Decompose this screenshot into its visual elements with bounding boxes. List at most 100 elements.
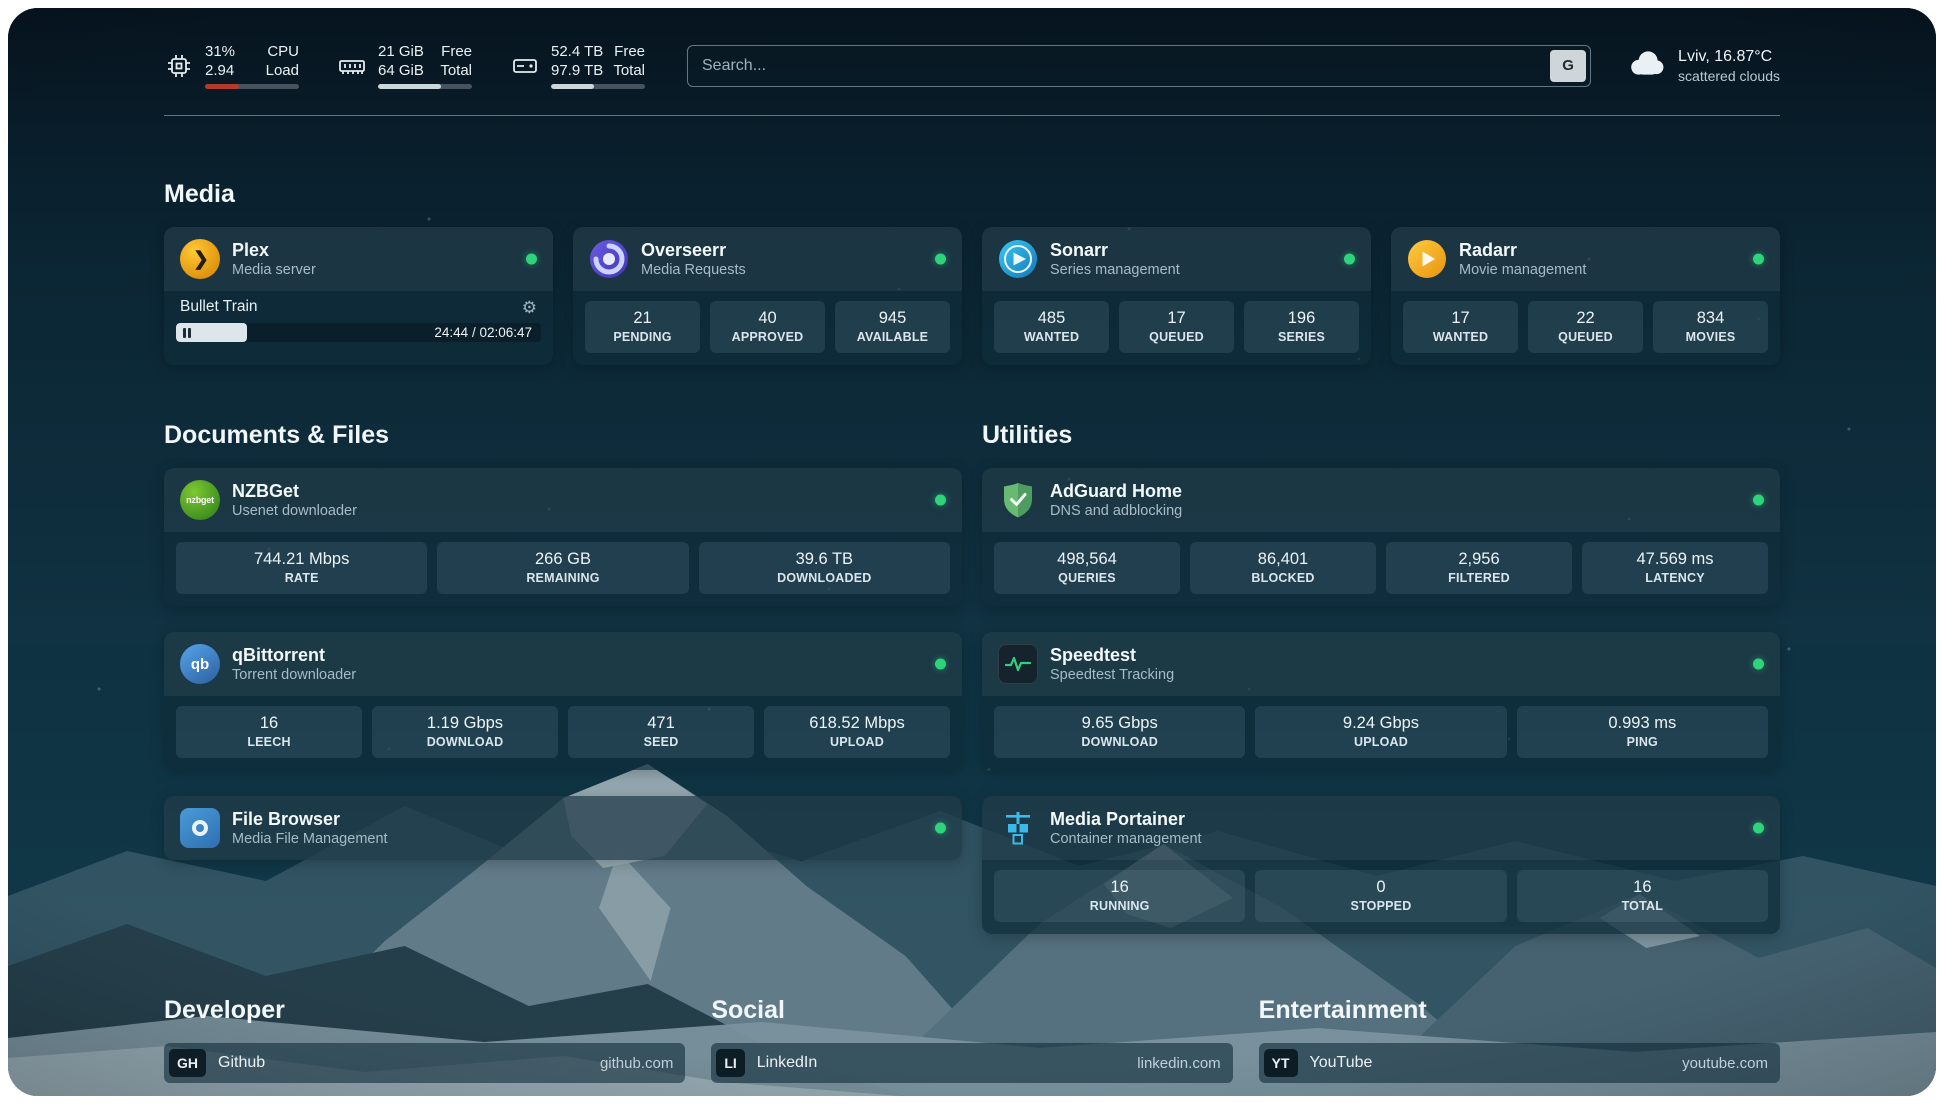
service-card-sonarr[interactable]: Sonarr Series management 485 WANTED 17 Q… (982, 227, 1371, 365)
stat-box: 86,401 BLOCKED (1190, 542, 1376, 594)
service-card-radarr[interactable]: Radarr Movie management 17 WANTED 22 QUE… (1391, 227, 1780, 365)
service-card-filebrowser[interactable]: File Browser Media File Management (164, 796, 962, 860)
stat-box: 17 WANTED (1403, 301, 1518, 353)
stat-box: 498,564 QUERIES (994, 542, 1180, 594)
app-description: Media server (232, 262, 316, 278)
stat-label: SERIES (1277, 330, 1326, 344)
app-name: File Browser (232, 809, 341, 829)
service-card-adguard[interactable]: AdGuard Home DNS and adblocking 498,564 … (982, 468, 1780, 606)
service-card-speedtest[interactable]: Speedtest Speedtest Tracking 9.65 Gbps D… (982, 632, 1780, 770)
search-bar: G (687, 44, 1592, 87)
status-dot (1344, 253, 1355, 265)
app-name: NZBGet (232, 481, 299, 501)
stat-value: 16 (1633, 878, 1652, 896)
bookmark-abbr: YT (1263, 1049, 1298, 1077)
search-input[interactable] (687, 44, 1592, 87)
stat-label: DOWNLOAD (426, 735, 504, 749)
service-card-plex[interactable]: ❯ Plex Media server Bullet Train ⚙ (164, 227, 553, 365)
section-title-developer: Developer (164, 996, 285, 1024)
bookmark-linkedin[interactable]: LI LinkedIn linkedin.com (711, 1043, 1233, 1083)
service-card-overseerr[interactable]: Overseerr Media Requests 21 PENDING 40 A… (573, 227, 962, 365)
stat-label: REMAINING (526, 571, 600, 585)
section-developer: Developer GH Github github.com SO StackO… (164, 996, 686, 1096)
status-dot (1753, 658, 1764, 670)
app-name: qBittorrent (232, 645, 325, 665)
stat-label: BLOCKED (1251, 571, 1315, 585)
stat-label: DOWNLOAD (1081, 735, 1158, 749)
stat-value: 471 (647, 714, 675, 732)
app-name: Sonarr (1050, 240, 1109, 260)
app-description: Torrent downloader (232, 667, 357, 683)
status-dot (935, 822, 946, 834)
section-entertainment: Entertainment YT YouTube youtube.com NF … (1258, 996, 1780, 1096)
stat-box: 834 MOVIES (1653, 301, 1768, 353)
stat-value: 86,401 (1257, 550, 1309, 568)
settings-gear-icon[interactable]: ⚙ (521, 297, 537, 317)
ram-icon (337, 51, 367, 81)
disk-usage-bar (551, 84, 645, 89)
filebrowser-icon (180, 808, 220, 848)
stat-label: RATE (284, 571, 319, 585)
stat-value: 0.993 ms (1608, 714, 1677, 732)
stat-box: 17 QUEUED (1119, 301, 1234, 353)
section-title-utilities: Utilities (982, 421, 1073, 449)
search-provider-button[interactable]: G (1550, 49, 1587, 82)
service-card-nzbget[interactable]: nzbget NZBGet Usenet downloader 744.21 M… (164, 468, 962, 606)
stat-box: 40 APPROVED (710, 301, 825, 353)
status-dot (1753, 253, 1764, 265)
status-dot (935, 658, 946, 670)
stat-value: 1.19 Gbps (426, 714, 504, 732)
service-card-portainer[interactable]: Media Portainer Container management 16 … (982, 796, 1780, 934)
dashboard-screen: 31% CPU 2.94 Load (8, 8, 1936, 1096)
stat-value: 266 GB (535, 550, 591, 568)
section-media: Media ❯ Plex Media server Bullet Train (164, 180, 1780, 365)
stat-box: 744.21 Mbps RATE (176, 542, 428, 594)
bookmark-github[interactable]: GH Github github.com (164, 1043, 686, 1083)
stat-label: APPROVED (731, 330, 804, 344)
overseerr-icon (589, 239, 629, 279)
stat-label: PENDING (613, 330, 672, 344)
stat-value: 17 (1451, 309, 1470, 327)
stat-value: 618.52 Mbps (809, 714, 905, 732)
stat-label: DOWNLOADED (777, 571, 872, 585)
disk-free-label: Free (614, 43, 645, 60)
cpu-load-value: 2.94 (205, 62, 235, 79)
portainer-icon (998, 808, 1038, 848)
section-utilities: Utilities (982, 421, 1780, 934)
stat-box: 22 QUEUED (1528, 301, 1643, 353)
stat-value: 196 (1287, 309, 1316, 327)
app-name: Overseerr (641, 240, 727, 260)
radarr-icon (1407, 239, 1447, 279)
ram-total-label: Total (440, 62, 472, 79)
section-title-entertainment: Entertainment (1258, 996, 1427, 1024)
disk-free-value: 52.4 TB (551, 43, 604, 60)
pause-icon[interactable] (183, 327, 191, 338)
stat-label: UPLOAD (1354, 735, 1408, 749)
stat-value: 22 (1576, 309, 1595, 327)
stat-value: 47.569 ms (1636, 550, 1714, 568)
stat-value: 9.24 Gbps (1342, 714, 1420, 732)
ram-usage-bar (378, 84, 472, 89)
stat-value: 485 (1037, 309, 1066, 327)
stat-value: 16 (1110, 878, 1129, 896)
ram-free-label: Free (441, 43, 472, 60)
bookmark-youtube[interactable]: YT YouTube youtube.com (1258, 1043, 1780, 1083)
stat-box: 16 TOTAL (1516, 870, 1768, 922)
stat-value: 945 (878, 309, 907, 327)
app-description: Media File Management (232, 831, 388, 847)
section-title-social: Social (711, 996, 785, 1024)
stat-label: FILTERED (1448, 571, 1510, 585)
stat-box: 266 GB REMAINING (437, 542, 689, 594)
cpu-usage-bar (205, 84, 299, 89)
nzbget-glyph: nzbget (186, 495, 214, 505)
section-social: Social LI LinkedIn linkedin.com TW Twitt… (711, 996, 1233, 1096)
app-description: Media Requests (641, 262, 746, 278)
stat-box: 0.993 ms PING (1516, 706, 1768, 758)
stat-label: SEED (643, 735, 679, 749)
disk-widget: 52.4 TB Free 97.9 TB Total (510, 42, 645, 89)
disk-total-value: 97.9 TB (551, 62, 604, 79)
topbar-divider (164, 115, 1780, 116)
weather-condition: scattered clouds (1678, 68, 1780, 84)
stat-value: 16 (259, 714, 279, 732)
service-card-qbittorrent[interactable]: qb qBittorrent Torrent downloader 16 LEE… (164, 632, 962, 770)
